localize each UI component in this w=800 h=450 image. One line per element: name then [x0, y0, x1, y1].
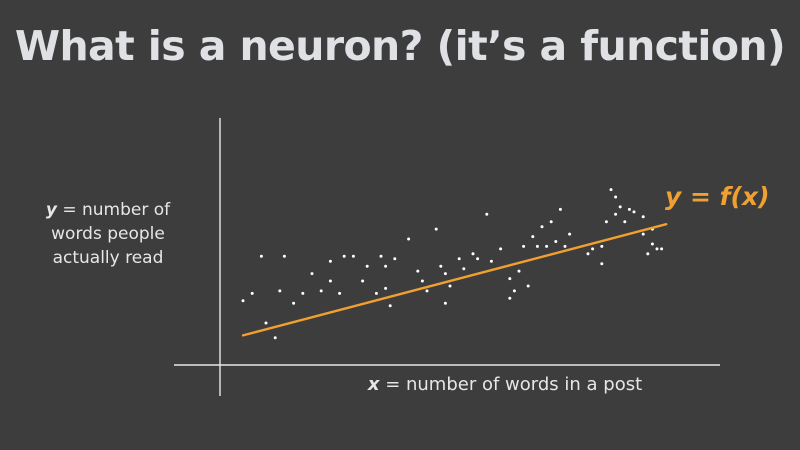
- data-point-48: [535, 244, 539, 248]
- data-point-61: [609, 188, 613, 192]
- data-point-65: [623, 220, 627, 224]
- y-axis-label: y = number of words people actually read: [18, 198, 198, 270]
- data-point-27: [420, 279, 424, 283]
- data-point-41: [508, 296, 512, 300]
- data-point-42: [508, 277, 512, 281]
- data-point-70: [650, 242, 654, 246]
- data-point-44: [517, 269, 521, 273]
- data-point-5: [259, 254, 263, 258]
- data-point-15: [342, 254, 346, 258]
- data-point-12: [328, 279, 332, 283]
- data-point-24: [393, 257, 397, 261]
- data-point-1: [241, 299, 245, 303]
- data-point-14: [338, 291, 342, 295]
- x-axis-label: x = number of words in a post: [300, 374, 710, 395]
- data-point-62: [614, 195, 618, 199]
- data-point-8: [292, 301, 296, 305]
- data-point-20: [379, 254, 383, 258]
- data-point-34: [457, 257, 461, 261]
- data-point-66: [627, 207, 631, 211]
- data-point-16: [351, 254, 355, 258]
- data-point-3: [264, 321, 268, 325]
- data-point-33: [448, 284, 452, 288]
- data-point-13: [328, 259, 332, 263]
- data-point-6: [278, 289, 282, 293]
- data-point-11: [319, 289, 323, 293]
- data-point-53: [558, 207, 562, 211]
- data-point-32: [443, 301, 447, 305]
- data-point-26: [416, 269, 420, 273]
- data-point-31: [443, 272, 447, 276]
- data-point-59: [600, 262, 604, 266]
- y-axis-label-text: = number of words people actually read: [51, 200, 171, 268]
- data-point-17: [361, 279, 365, 283]
- data-point-4: [273, 336, 277, 340]
- data-point-19: [374, 291, 378, 295]
- data-point-52: [554, 240, 558, 243]
- data-point-63: [614, 212, 618, 216]
- data-point-18: [365, 264, 369, 268]
- data-point-57: [591, 247, 595, 251]
- data-point-37: [476, 257, 480, 261]
- data-point-45: [522, 244, 526, 248]
- data-point-28: [425, 289, 429, 293]
- data-point-68: [641, 232, 645, 236]
- data-point-36: [471, 252, 475, 256]
- data-point-60: [604, 220, 608, 224]
- data-point-73: [641, 215, 645, 219]
- data-point-46: [526, 284, 530, 288]
- data-point-64: [618, 205, 622, 209]
- fit-line: [241, 223, 668, 337]
- data-point-23: [388, 304, 392, 308]
- fit-function-label: y = f(x): [665, 182, 770, 211]
- data-point-39: [489, 259, 493, 263]
- data-point-43: [512, 289, 516, 293]
- data-point-21: [384, 286, 388, 290]
- data-point-58: [600, 244, 604, 248]
- data-point-9: [301, 291, 305, 295]
- data-point-2: [250, 291, 254, 295]
- y-axis-label-variable: y: [45, 200, 57, 220]
- data-point-22: [384, 264, 388, 268]
- data-point-7: [282, 254, 286, 258]
- data-point-51: [549, 220, 553, 224]
- data-point-69: [646, 252, 650, 256]
- data-point-67: [632, 210, 636, 214]
- data-point-50: [545, 244, 549, 248]
- data-point-29: [434, 227, 438, 231]
- data-point-56: [586, 252, 590, 256]
- data-point-35: [462, 267, 466, 271]
- page-title: What is a neuron? (it’s a function): [14, 22, 786, 70]
- data-point-72: [660, 247, 664, 251]
- data-point-10: [310, 272, 314, 276]
- data-point-54: [563, 244, 567, 248]
- data-point-71: [655, 247, 659, 251]
- data-point-30: [439, 264, 443, 268]
- data-point-49: [540, 225, 544, 229]
- data-point-38: [485, 212, 489, 216]
- data-point-55: [568, 232, 572, 236]
- data-point-40: [499, 247, 503, 251]
- data-point-25: [407, 237, 411, 241]
- x-axis-label-text: = number of words in a post: [379, 374, 643, 395]
- data-points: [241, 188, 664, 340]
- x-axis-label-variable: x: [367, 374, 380, 395]
- data-point-47: [531, 235, 535, 239]
